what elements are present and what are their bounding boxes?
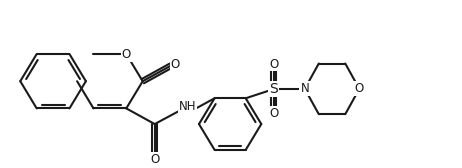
Text: O: O <box>355 82 364 95</box>
Text: S: S <box>269 82 278 96</box>
Text: O: O <box>269 107 278 120</box>
Text: NH: NH <box>179 100 196 113</box>
Text: O: O <box>122 48 131 60</box>
Text: O: O <box>150 153 159 166</box>
Text: N: N <box>300 82 309 95</box>
Text: O: O <box>269 58 278 71</box>
Text: O: O <box>170 58 180 71</box>
